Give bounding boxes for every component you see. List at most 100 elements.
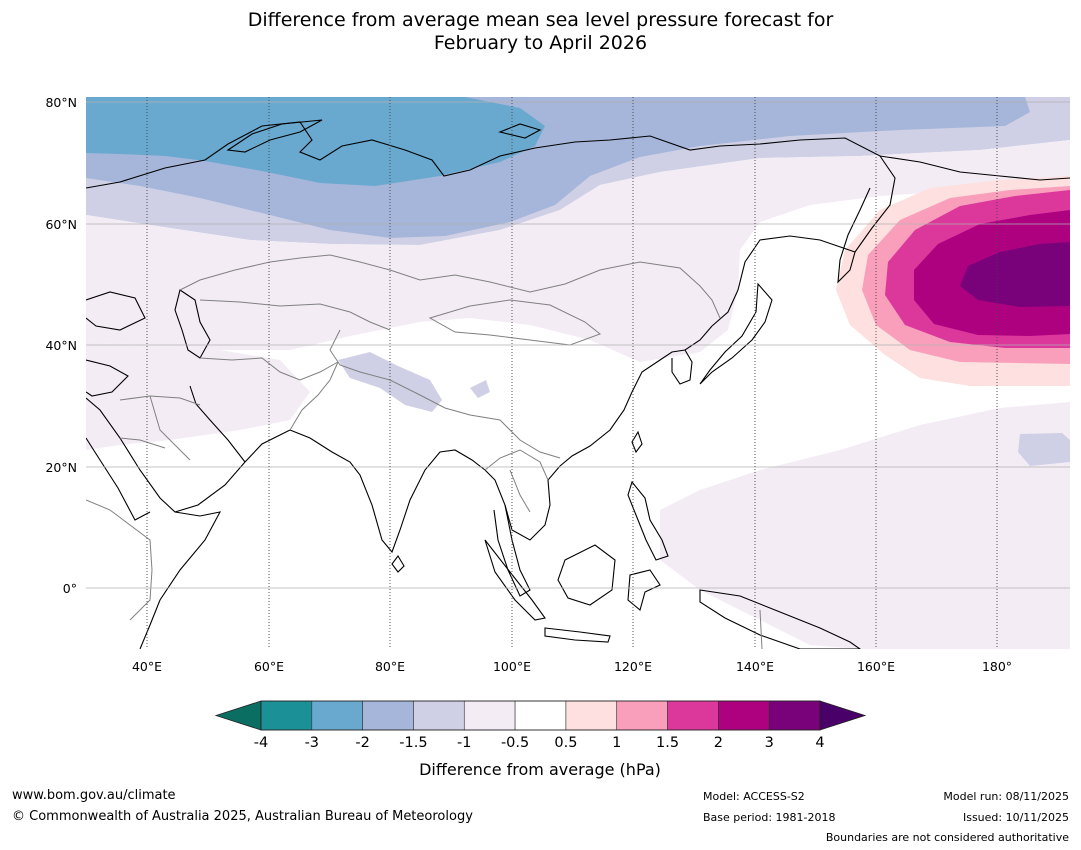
meridians <box>146 97 998 649</box>
coastline-china-korea <box>559 325 713 467</box>
map-panel <box>86 97 1070 649</box>
colorbar-tick-labels: -4 -3 -2 -1.5 -1 -0.5 0.5 1 1.5 2 3 4 <box>254 735 825 751</box>
colorbar-tick-label: -0.5 <box>501 735 529 751</box>
colorbar-bin <box>514 700 567 731</box>
footer-copyright: © Commonwealth of Australia 2025, Austra… <box>12 809 473 824</box>
coastline-mediterranean <box>86 359 129 397</box>
lon-label-160e: 160°E <box>857 659 895 674</box>
colorbar <box>214 700 867 731</box>
anomaly-patch-lavender-pacific <box>1018 433 1070 466</box>
footer-base-period: Base period: 1981-2018 <box>703 811 836 824</box>
country-borders <box>86 254 763 649</box>
anomaly-band-purple-core <box>960 242 1070 307</box>
border-pakistan-india <box>289 361 339 431</box>
latitude-labels: 80°N 60°N 40°N 20°N 0° <box>45 95 77 596</box>
footer-issued: Issued: 10/11/2025 <box>962 811 1069 824</box>
colorbar-tick-label: -4 <box>254 735 268 751</box>
border-kazakhstan-south <box>199 299 391 331</box>
colorbar-bin <box>260 700 313 731</box>
lon-label-60e: 60°E <box>254 659 284 674</box>
colorbar-tick-label: 3 <box>765 735 774 751</box>
footer-model-run: Model run: 08/11/2025 <box>943 790 1069 803</box>
graticule <box>86 101 1070 589</box>
anomaly-fields <box>86 97 1070 649</box>
colorbar-tick-label: 1.5 <box>656 735 679 751</box>
coastline-malay <box>493 504 531 597</box>
anomaly-band-darkblue-north <box>86 97 545 186</box>
footer-website: www.bom.gov.au/climate <box>12 788 176 803</box>
coastline-sulawesi <box>627 569 661 611</box>
border-southeast-asia <box>484 449 549 513</box>
colorbar-tick-label: -2 <box>355 735 369 751</box>
lat-label-20n: 20°N <box>45 460 77 475</box>
coastline-japan <box>699 282 773 385</box>
coastline-persian-gulf <box>189 385 246 463</box>
border-africa <box>86 499 153 621</box>
colorbar-tick-label: 0.5 <box>554 735 577 751</box>
border-china-west <box>329 329 561 459</box>
coastline-java <box>544 627 611 643</box>
coastline-novaya-zemlya <box>226 119 323 153</box>
footer-disclaimer: Boundaries are not considered authoritat… <box>825 831 1069 844</box>
coastline-indochina <box>484 465 561 541</box>
colorbar-bin <box>463 700 516 731</box>
lat-label-0: 0° <box>63 581 77 596</box>
coastline-philippines <box>627 480 669 561</box>
coastline-black-sea <box>86 291 146 331</box>
colorbar-extend-max <box>819 700 867 731</box>
lat-label-40n: 40°N <box>45 338 77 353</box>
lon-label-180: 180° <box>982 659 1012 674</box>
lon-label-100e: 100°E <box>493 659 531 674</box>
lon-label-40e: 40°E <box>132 659 162 674</box>
colorbar-bin <box>667 700 719 731</box>
coastlines <box>86 119 1070 649</box>
lon-label-120e: 120°E <box>614 659 652 674</box>
coastline-sumatra <box>484 539 546 621</box>
colorbar-bin <box>311 700 363 731</box>
border-new-guinea <box>759 609 763 649</box>
coastline-borneo <box>557 544 616 606</box>
footer-model: Model: ACCESS-S2 <box>703 790 805 803</box>
coastline-taiwan <box>631 430 643 454</box>
border-iran-afghan <box>199 357 339 381</box>
anomaly-band-pale-pacific <box>660 402 1070 649</box>
colorbar-tick-label: -3 <box>305 735 319 751</box>
map-title-line-2: February to April 2026 <box>433 32 648 54</box>
lon-label-80e: 80°E <box>375 659 405 674</box>
lon-label-140e: 140°E <box>736 659 774 674</box>
border-mongolia <box>428 299 602 346</box>
lat-label-80n: 80°N <box>45 95 77 110</box>
colorbar-bin <box>616 700 668 731</box>
coastline-kamchatka <box>837 155 896 284</box>
coastline-africa-red-sea <box>86 437 151 521</box>
colorbar-bin <box>718 700 770 731</box>
coastline-india <box>289 429 486 554</box>
border-middle-east <box>119 395 201 461</box>
colorbar-bin <box>413 700 465 731</box>
colorbar-tick-label: 4 <box>815 735 824 751</box>
colorbar-bin <box>768 700 821 731</box>
colorbar-tick-label: 1 <box>612 735 621 751</box>
colorbar-extend-min <box>214 700 262 731</box>
anomaly-band-pale-central <box>86 140 1070 362</box>
colorbar-tick-label: -1 <box>457 735 471 751</box>
coastline-sri-lanka <box>391 555 405 573</box>
border-russia-kazakhstan <box>179 254 721 319</box>
colorbar-bin <box>565 700 618 731</box>
coastline-new-guinea <box>699 589 861 649</box>
coastline-horn-africa <box>139 511 222 649</box>
anomaly-band-pale-west <box>86 340 310 450</box>
colorbar-tick-label: -1.5 <box>399 735 427 751</box>
coastline-korea-peninsula <box>671 349 693 385</box>
coastline-arctic <box>86 121 1070 189</box>
colorbar-bin <box>362 700 414 731</box>
anomaly-patch-lavender-east <box>470 380 490 398</box>
longitude-labels: 40°E 60°E 80°E 100°E 120°E 140°E 160°E 1… <box>132 659 1012 674</box>
colorbar-title: Difference from average (hPa) <box>419 760 661 779</box>
map-title-line-1: Difference from average mean sea level p… <box>247 9 834 31</box>
colorbar-tick-label: 2 <box>714 735 723 751</box>
colorbar-outline <box>260 700 821 731</box>
coastline-severnaya-zemlya <box>498 123 542 139</box>
lat-label-60n: 60°N <box>45 217 77 232</box>
